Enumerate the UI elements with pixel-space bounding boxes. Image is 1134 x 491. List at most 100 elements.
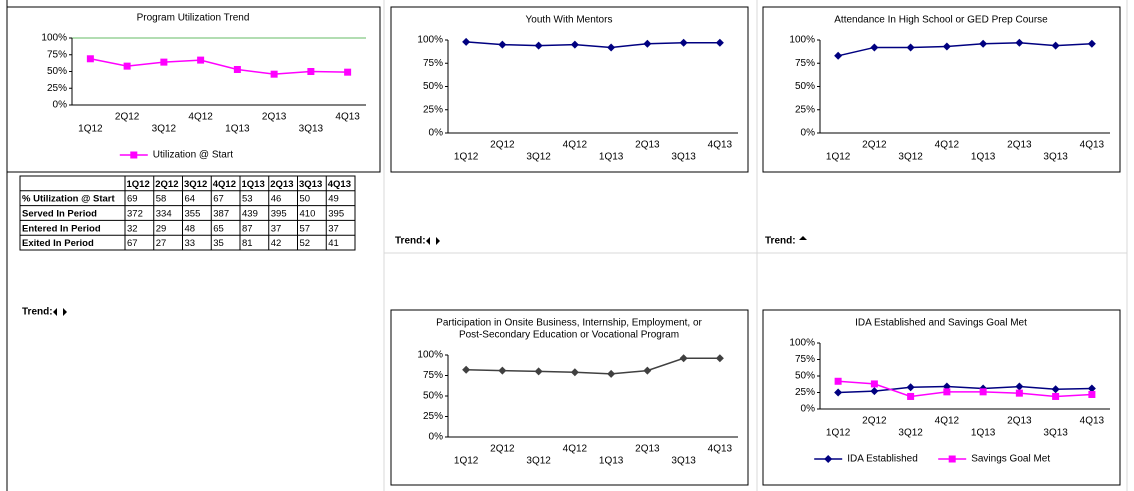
table-cell: 27 [156, 238, 167, 249]
table-cell: 334 [156, 209, 172, 220]
y-tick-label: 75% [423, 370, 443, 381]
data-point [1051, 385, 1060, 394]
x-tick-label: 1Q13 [971, 428, 996, 439]
data-point [643, 366, 652, 375]
data-point [870, 43, 879, 52]
legend-label: IDA Established [847, 454, 918, 465]
chart-title: Participation in Onsite Business, Intern… [436, 318, 702, 329]
x-tick-label: 4Q12 [563, 444, 588, 455]
data-point [462, 365, 471, 374]
table-cell: 395 [271, 209, 287, 220]
data-point [1087, 384, 1096, 393]
data-point [679, 38, 688, 47]
table-cell: 48 [185, 223, 196, 234]
chart-title: IDA Established and Savings Goal Met [855, 318, 1027, 329]
trend-label: Trend: [22, 307, 53, 318]
y-tick-label: 75% [423, 58, 443, 69]
table-cell: 50 [300, 194, 311, 205]
x-tick-label: 2Q13 [635, 444, 660, 455]
data-point [906, 43, 915, 52]
x-tick-label: 3Q12 [898, 152, 923, 163]
data-point [534, 41, 543, 50]
x-tick-label: 2Q13 [1007, 140, 1032, 151]
y-tick-label: 100% [41, 33, 67, 44]
x-tick-label: 4Q12 [563, 140, 588, 151]
y-tick-label: 50% [423, 81, 443, 92]
x-tick-label: 3Q12 [526, 456, 551, 467]
column-header: 4Q13 [328, 179, 351, 190]
table-cell: 52 [300, 238, 311, 249]
x-tick-label: 4Q13 [708, 140, 733, 151]
data-point [534, 367, 543, 376]
series-line [466, 41, 720, 49]
y-tick-label: 25% [795, 387, 815, 398]
table-cell: 37 [328, 223, 339, 234]
data-point [344, 68, 352, 76]
column-header: 2Q12 [155, 179, 178, 190]
data-point [607, 43, 616, 52]
data-point [462, 37, 471, 46]
panel [762, 309, 1121, 486]
x-tick-label: 1Q12 [826, 152, 851, 163]
column-header: 4Q12 [213, 179, 236, 190]
x-tick-label: 3Q13 [1043, 428, 1068, 439]
y-tick-label: 25% [423, 104, 443, 115]
x-tick-label: 1Q13 [971, 152, 996, 163]
data-point [570, 40, 579, 49]
x-tick-label: 4Q12 [935, 140, 960, 151]
table-cell: 58 [156, 194, 167, 205]
column-header: 1Q13 [242, 179, 265, 190]
chart-title: Program Utilization Trend [137, 13, 250, 24]
x-tick-label: 3Q13 [671, 152, 696, 163]
y-tick-label: 100% [789, 338, 815, 349]
data-point [1087, 39, 1096, 48]
table-cell: 387 [213, 209, 229, 220]
panel [6, 6, 381, 173]
x-tick-label: 4Q13 [1080, 416, 1105, 427]
y-tick-label: 0% [429, 432, 444, 443]
data-point [834, 51, 843, 60]
data-point [715, 354, 724, 363]
data-point [715, 38, 724, 47]
x-tick-label: 2Q12 [490, 140, 515, 151]
y-tick-label: 25% [795, 104, 815, 115]
data-point [123, 62, 131, 70]
column-header: 3Q13 [299, 179, 322, 190]
x-tick-label: 1Q12 [78, 124, 103, 135]
row-label: Entered In Period [22, 223, 101, 234]
column-header: 1Q12 [127, 179, 150, 190]
table-cell: 29 [156, 223, 167, 234]
data-point [570, 368, 579, 377]
y-tick-label: 50% [47, 66, 67, 77]
layout [6, 0, 1128, 491]
legend-label: Utilization @ Start [153, 150, 233, 161]
table-cell: 37 [271, 223, 282, 234]
panel [390, 6, 749, 173]
data-point [943, 388, 951, 396]
y-tick-label: 0% [53, 100, 68, 111]
data-point [1088, 390, 1096, 398]
table-cell: 69 [127, 194, 138, 205]
x-tick-label: 1Q12 [454, 152, 479, 163]
trend-label: Trend: [395, 236, 426, 247]
x-tick-label: 1Q12 [454, 456, 479, 467]
x-tick-label: 4Q13 [1080, 140, 1105, 151]
x-tick-label: 2Q12 [490, 444, 515, 455]
row-label: Exited In Period [22, 238, 94, 249]
table-cell: 57 [300, 223, 311, 234]
y-tick-label: 50% [423, 391, 443, 402]
column-header: 2Q13 [270, 179, 293, 190]
x-tick-label: 4Q12 [935, 416, 960, 427]
data-point [607, 369, 616, 378]
table-cell: 35 [213, 238, 224, 249]
y-tick-label: 75% [795, 354, 815, 365]
y-tick-label: 0% [801, 404, 816, 415]
data-table: 1Q12 2Q12 3Q12 4Q12 1Q13 2Q13 3Q13 4Q13 % Utiliz… [19, 175, 356, 251]
panels [6, 6, 1121, 486]
data-point [870, 387, 879, 396]
data-point [979, 39, 988, 48]
data-point [1015, 38, 1024, 47]
trend-icon [426, 237, 440, 245]
table-cell: 87 [242, 223, 253, 234]
table-cell: 49 [328, 194, 339, 205]
